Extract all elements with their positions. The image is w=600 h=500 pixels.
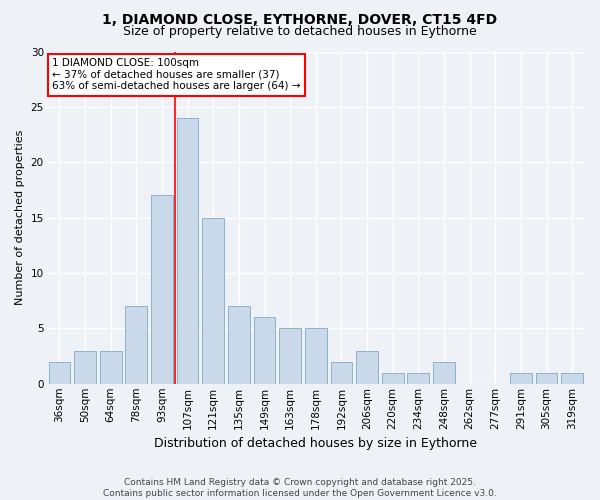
Bar: [254, 318, 275, 384]
Bar: [202, 218, 224, 384]
Bar: [356, 350, 378, 384]
Bar: [74, 350, 96, 384]
Bar: [177, 118, 199, 384]
Text: Size of property relative to detached houses in Eythorne: Size of property relative to detached ho…: [123, 25, 477, 38]
Bar: [407, 372, 429, 384]
Bar: [125, 306, 147, 384]
Bar: [279, 328, 301, 384]
Bar: [561, 372, 583, 384]
Bar: [433, 362, 455, 384]
Bar: [536, 372, 557, 384]
Bar: [382, 372, 404, 384]
Bar: [228, 306, 250, 384]
Bar: [100, 350, 122, 384]
Bar: [305, 328, 326, 384]
Text: 1, DIAMOND CLOSE, EYTHORNE, DOVER, CT15 4FD: 1, DIAMOND CLOSE, EYTHORNE, DOVER, CT15 …: [103, 12, 497, 26]
Text: Contains HM Land Registry data © Crown copyright and database right 2025.
Contai: Contains HM Land Registry data © Crown c…: [103, 478, 497, 498]
Bar: [49, 362, 70, 384]
Bar: [151, 196, 173, 384]
Bar: [510, 372, 532, 384]
Text: 1 DIAMOND CLOSE: 100sqm
← 37% of detached houses are smaller (37)
63% of semi-de: 1 DIAMOND CLOSE: 100sqm ← 37% of detache…: [52, 58, 301, 92]
X-axis label: Distribution of detached houses by size in Eythorne: Distribution of detached houses by size …: [154, 437, 477, 450]
Y-axis label: Number of detached properties: Number of detached properties: [15, 130, 25, 306]
Bar: [331, 362, 352, 384]
